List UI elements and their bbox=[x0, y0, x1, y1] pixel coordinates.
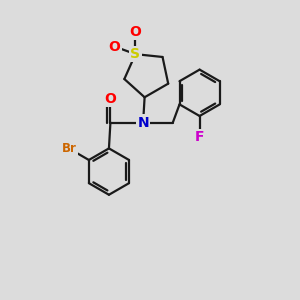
Text: O: O bbox=[130, 25, 141, 39]
Text: F: F bbox=[195, 130, 204, 144]
Text: O: O bbox=[104, 92, 116, 106]
Text: S: S bbox=[130, 47, 140, 61]
Text: Br: Br bbox=[62, 142, 77, 155]
Text: O: O bbox=[109, 40, 120, 53]
Text: N: N bbox=[137, 116, 149, 130]
